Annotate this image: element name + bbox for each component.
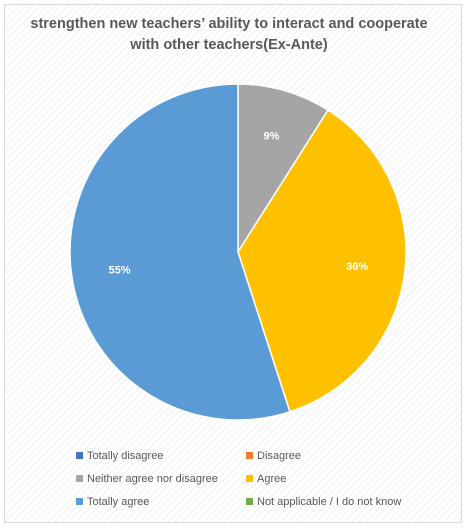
legend-item: Totally disagree xyxy=(76,448,163,464)
legend-item: Agree xyxy=(246,471,286,487)
legend-label: Not applicable / I do not know xyxy=(257,496,402,508)
data-label-2: 9% xyxy=(264,131,280,143)
legend-label: Totally disagree xyxy=(87,450,164,462)
legend-label: Totally agree xyxy=(87,496,150,508)
legend-swatch xyxy=(76,451,83,459)
data-label-3: 36% xyxy=(346,261,368,273)
pie-slice-2 xyxy=(237,83,330,255)
legend-label: Neither agree nor disagree xyxy=(87,473,218,485)
legend-item: Not applicable / I do not know xyxy=(246,494,401,510)
legend-item: Disagree xyxy=(246,448,301,464)
legend-swatch xyxy=(246,497,253,505)
legend-swatch xyxy=(246,451,253,459)
legend-item: Totally agree xyxy=(76,494,149,510)
pie-slice-3 xyxy=(237,109,407,413)
legend-swatch xyxy=(246,474,253,482)
legend-label: Disagree xyxy=(257,450,302,462)
legend-label: Agree xyxy=(257,473,287,485)
data-label-4: 55% xyxy=(108,265,130,277)
legend-item: Neither agree nor disagree xyxy=(76,471,218,487)
legend-swatch xyxy=(76,497,83,505)
chart-title: strengthen new teachers’ ability to inte… xyxy=(30,16,428,53)
legend-swatch xyxy=(76,474,83,482)
pie-slice-4 xyxy=(69,83,291,421)
